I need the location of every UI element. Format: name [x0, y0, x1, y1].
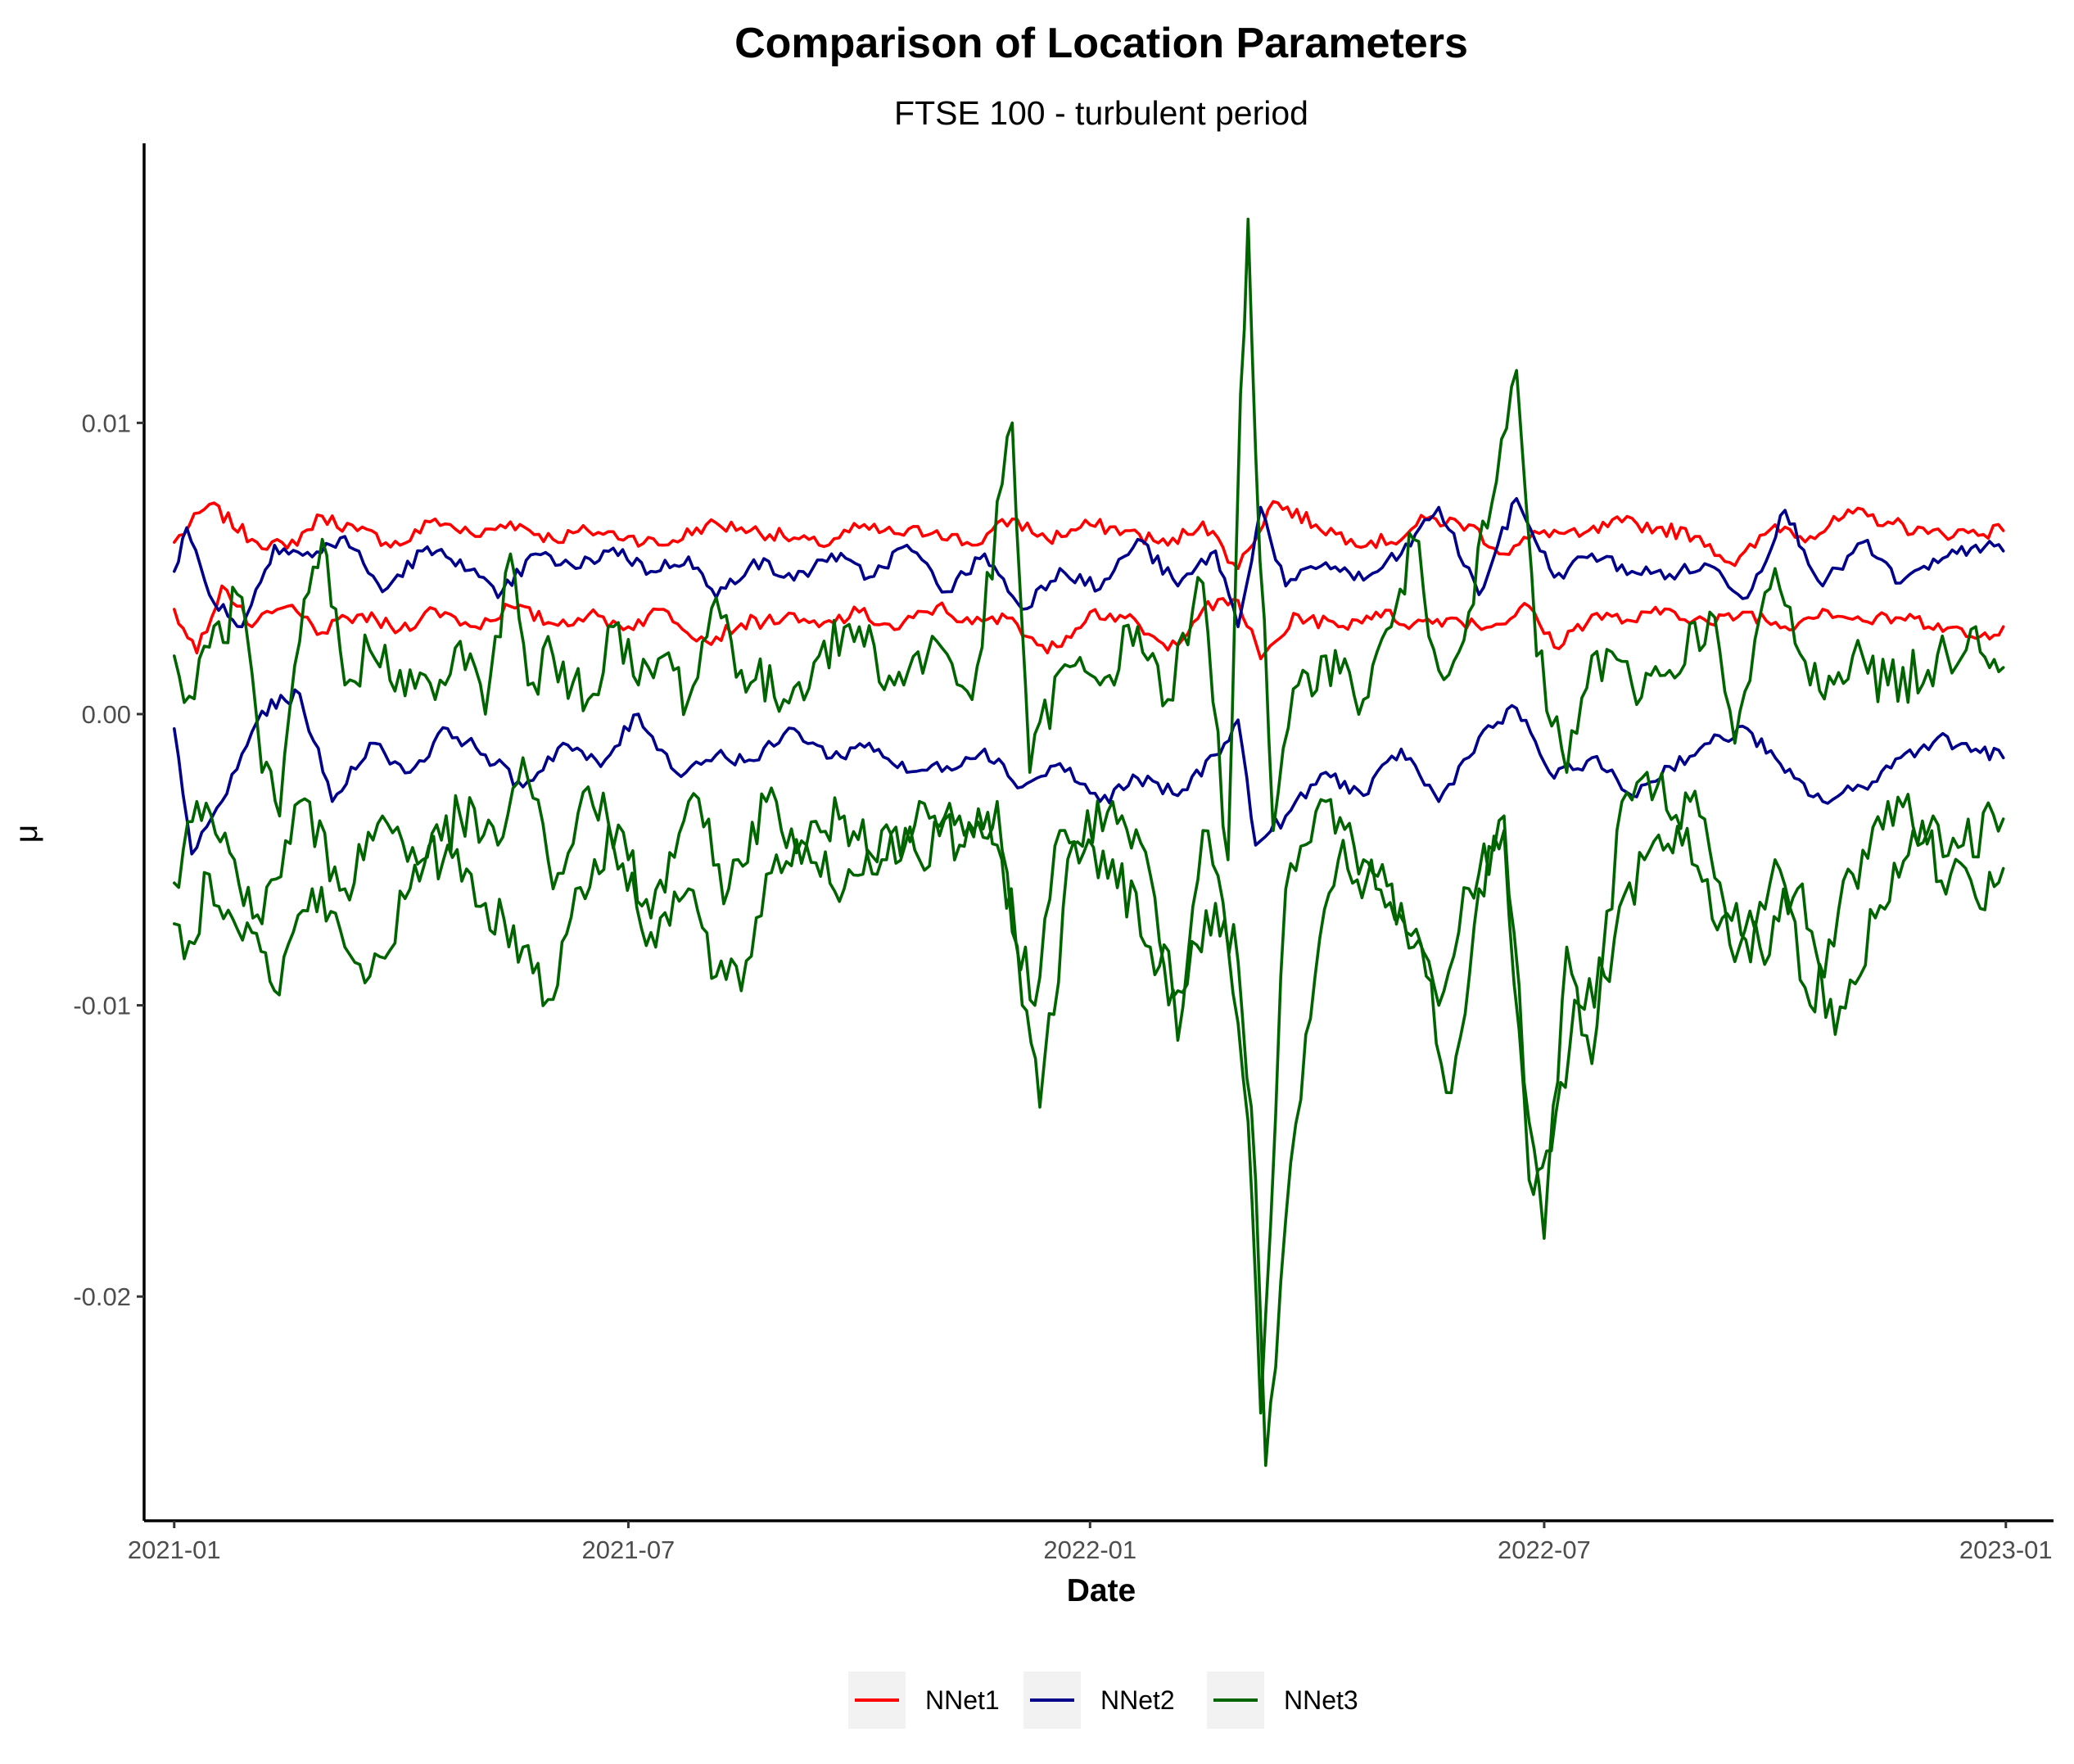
series-line-nnet1-2 — [173, 584, 2005, 661]
series-line-nnet3-2 — [173, 756, 2005, 1415]
x-axis-title: Date — [1067, 1573, 1136, 1608]
legend-label: NNet3 — [1284, 1685, 1358, 1715]
y-tick-label: -0.01 — [73, 992, 131, 1020]
x-tick-label: 2022-07 — [1498, 1536, 1591, 1564]
series-line-nnet3-1 — [173, 217, 2005, 862]
y-tick-label: -0.02 — [73, 1282, 131, 1311]
legend-item-nnet2: NNet2 — [1023, 1671, 1175, 1729]
series-line-nnet3-3 — [173, 802, 2005, 1468]
chart-title: Comparison of Location Parameters — [734, 20, 1468, 67]
x-tick-label: 2022-01 — [1043, 1536, 1136, 1564]
series-line-nnet2-1 — [173, 496, 2005, 629]
x-tick-label: 2021-07 — [582, 1536, 676, 1564]
series-line-nnet2-2 — [173, 688, 2005, 856]
legend-label: NNet1 — [925, 1685, 1000, 1715]
x-tick-label: 2021-01 — [128, 1536, 221, 1564]
legend-label: NNet2 — [1100, 1685, 1175, 1715]
y-tick-label: 0.01 — [82, 409, 131, 437]
y-axis: -0.02 -0.01 0.00 0.01 — [73, 409, 144, 1311]
series-line-nnet1-1 — [173, 500, 2005, 571]
x-axis: 2021-01 2021-07 2022-01 2022-07 2023-01 — [128, 1521, 2053, 1564]
plot-area — [173, 217, 2005, 1468]
legend-item-nnet3: NNet3 — [1207, 1671, 1358, 1729]
legend: NNet1 NNet2 NNet3 — [848, 1671, 1358, 1729]
y-axis-title: μ — [9, 825, 44, 843]
x-tick-label: 2023-01 — [1959, 1536, 2053, 1564]
y-tick-label: 0.00 — [82, 700, 131, 729]
chart-subtitle: FTSE 100 - turbulent period — [894, 94, 1308, 132]
legend-item-nnet1: NNet1 — [848, 1671, 1000, 1729]
